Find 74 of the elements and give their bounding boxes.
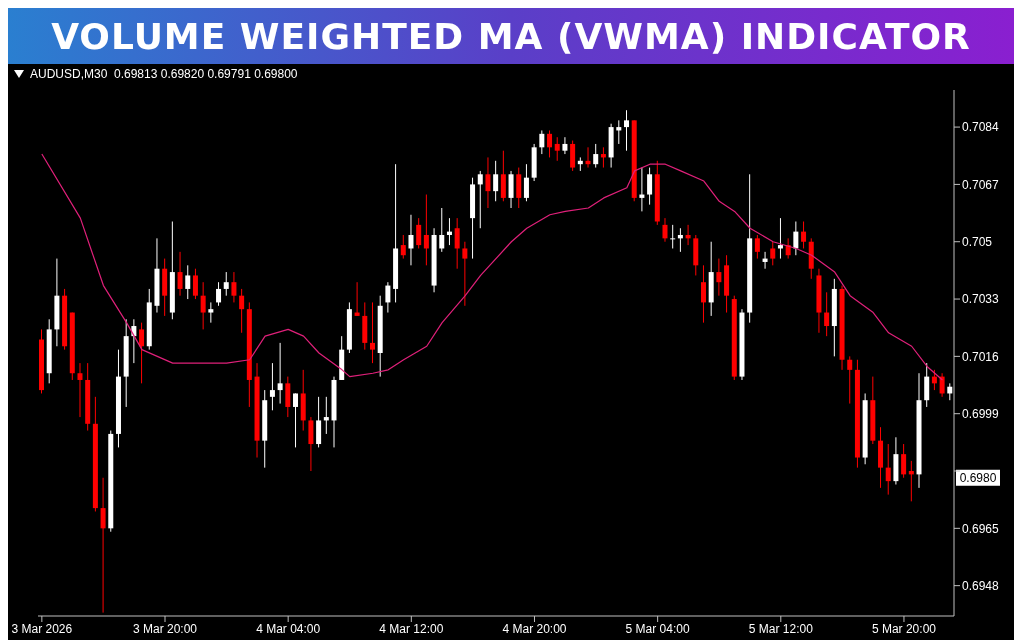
candlestick: [662, 217, 668, 243]
candlestick: [554, 136, 560, 162]
candlestick: [185, 264, 191, 300]
candlestick: [500, 150, 506, 202]
candlestick: [477, 170, 483, 229]
candlestick: [308, 416, 314, 472]
candlestick: [100, 477, 106, 614]
x-tick-label: 4 Mar 04:00: [256, 621, 321, 636]
candlestick: [547, 129, 553, 158]
candlestick: [716, 258, 722, 297]
candlestick: [462, 241, 468, 307]
candlestick: [562, 136, 568, 155]
candlestick: [192, 268, 198, 300]
candlestick: [539, 129, 545, 155]
y-tick-label: 0.6948: [962, 578, 1000, 593]
candlestick: [285, 376, 291, 418]
candlestick: [516, 167, 522, 209]
candlestick: [570, 140, 576, 172]
x-tick-label: 5 Mar 04:00: [625, 621, 690, 636]
candlestick: [801, 221, 807, 249]
y-tick-label: 0.705: [962, 234, 993, 249]
candlestick: [700, 264, 706, 324]
x-tick-label: 5 Mar 12:00: [748, 621, 814, 636]
y-tick-label: 0.7016: [962, 349, 1000, 364]
y-tick-label: 0.6965: [962, 521, 1000, 536]
candlestick: [439, 207, 445, 253]
x-tick-label: 3 Mar 20:00: [132, 621, 198, 636]
candlestick: [208, 301, 214, 324]
candlestick: [293, 392, 299, 448]
candlestick: [231, 271, 237, 303]
candlestick: [277, 342, 283, 405]
candlestick: [901, 443, 907, 479]
candlestick: [369, 301, 375, 364]
candlestick: [523, 163, 529, 202]
x-tick-label: 4 Mar 20:00: [502, 621, 567, 636]
candlestick: [423, 194, 429, 266]
candlestick: [670, 224, 676, 249]
candlestick: [316, 396, 322, 448]
x-tick-label: 4 Mar 12:00: [379, 621, 444, 636]
candlestick: [200, 281, 206, 330]
candlestick: [216, 281, 222, 307]
candlestick: [269, 362, 275, 411]
candlestick: [593, 143, 599, 169]
candlestick: [885, 443, 891, 496]
candlestick: [624, 109, 630, 152]
candlestick: [454, 217, 460, 270]
candlestick: [924, 362, 930, 408]
candlestick: [416, 217, 422, 249]
candlestick: [647, 167, 653, 206]
candlestick: [770, 241, 776, 266]
candlestick: [493, 160, 499, 202]
candlestick: [239, 288, 245, 334]
text: AUDUSD,M30 0.69813 0.69820 0.69791 0.69800: [30, 67, 298, 81]
candlestick: [793, 221, 799, 256]
candlestick: [408, 214, 414, 266]
candlestick: [485, 156, 491, 209]
chart-title: VOLUME WEIGHTED MA (VWMA) INDICATOR: [8, 8, 1014, 64]
x-tick-label: 3 Mar 2026: [11, 621, 73, 636]
candlestick: [385, 281, 391, 314]
candlestick: [400, 234, 406, 260]
candlestick: [754, 234, 760, 260]
x-tick-label: 5 Mar 20:00: [871, 621, 937, 636]
candlestick: [77, 362, 83, 418]
candlestick: [223, 271, 229, 297]
candlestick: [177, 251, 183, 297]
y-tick-label: 0.7084: [962, 120, 1000, 135]
candlestick: [847, 355, 853, 405]
candlestick: [508, 170, 514, 209]
y-tick-label: 0.7033: [962, 292, 1000, 307]
candlestick: [139, 322, 145, 384]
annotation: 0.6980: [959, 470, 997, 485]
y-tick-label: 0.6999: [962, 406, 1000, 421]
y-tick-label: 0.7067: [962, 177, 1000, 192]
candlestick: [824, 291, 830, 337]
